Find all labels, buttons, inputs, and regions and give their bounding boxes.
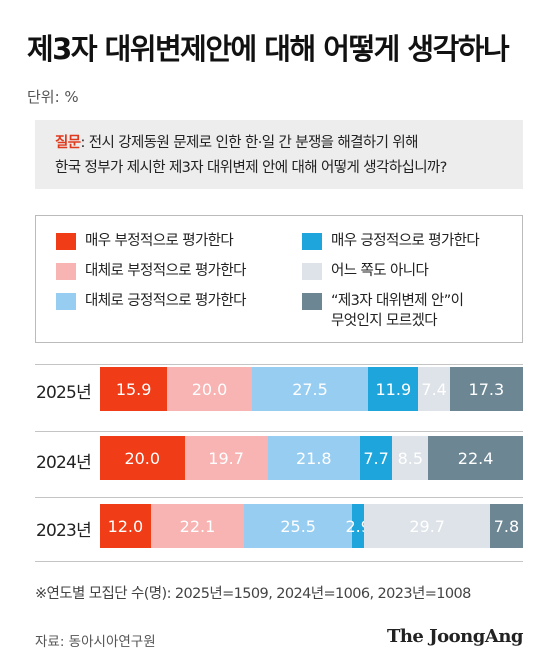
bar-value-label: 27.5: [292, 379, 328, 399]
bar-segment-dont-know: 17.3: [449, 367, 523, 411]
legend: 매우 부정적으로 평가한다 매우 긍정적으로 평가한다 대체로 부정적으로 평가…: [35, 215, 523, 343]
bar-value-label: 29.7: [409, 516, 445, 536]
legend-item-neither: 어느 쪽도 아니다: [302, 263, 429, 281]
bar-value-label: 8.5: [397, 448, 424, 468]
bar-value-label: 7.8: [493, 516, 520, 536]
chart-title: 제3자 대위변제안에 대해 어떻게 생각하나: [27, 32, 510, 66]
bar-segment-somewhat-negative: 22.1: [150, 504, 245, 548]
bar-segment-very-negative: 20.0: [100, 436, 185, 480]
question-text-1: : 전시 강제동원 문제로 인한 한·일 간 분쟁을 해결하기 위해: [80, 135, 418, 151]
legend-item-somewhat-negative: 대체로 부정적으로 평가한다: [56, 263, 247, 281]
year-label-2025: 2025년: [36, 383, 92, 403]
bar-segment-dont-know: 22.4: [428, 436, 523, 480]
bar-row-2023: 12.0 22.1 25.5 2.9 29.7 7.8: [100, 504, 523, 548]
bar-segment-very-positive: 11.9: [368, 367, 419, 411]
bar-value-label: 11.9: [375, 379, 412, 399]
bar-value-label: 19.7: [208, 448, 244, 468]
bar-value-label: 7.4: [421, 379, 447, 399]
legend-item-very-negative: 매우 부정적으로 평가한다: [56, 233, 234, 251]
bar-value-label: 22.1: [179, 516, 216, 536]
legend-label: 대체로 긍정적으로 평가한다: [85, 293, 247, 309]
bar-segment-somewhat-positive: 27.5: [251, 367, 369, 411]
legend-swatch: [56, 233, 76, 250]
legend-label: 매우 긍정적으로 평가한다: [331, 233, 480, 249]
chart-divider: [35, 497, 523, 498]
bar-value-label: 20.0: [191, 379, 228, 399]
bar-row-2025: 15.9 20.0 27.5 11.9 7.4 17.3: [100, 367, 523, 411]
bar-segment-neither: 8.5: [392, 436, 429, 480]
bar-value-label: 7.7: [363, 448, 389, 468]
joongang-logo: The JoongAng: [386, 626, 524, 647]
bar-segment-somewhat-positive: 21.8: [267, 436, 360, 480]
unit-label: 단위: %: [27, 88, 79, 106]
sample-size-note: ※연도별 모집단 수(명): 2025년=1509, 2024년=1006, 2…: [35, 586, 471, 602]
legend-item-dont-know: “제3자 대위변제 안”이 무엇인지 모르겠다: [302, 293, 464, 331]
legend-label: 매우 부정적으로 평가한다: [85, 233, 234, 249]
bar-segment-neither: 7.4: [418, 367, 450, 411]
bar-segment-neither: 29.7: [364, 504, 490, 548]
bar-segment-somewhat-positive: 25.5: [244, 504, 353, 548]
question-line-1: 질문: 전시 강제동원 문제로 인한 한·일 간 분쟁을 해결하기 위해: [55, 131, 523, 156]
legend-label: 어느 쪽도 아니다: [331, 263, 429, 279]
legend-item-somewhat-positive: 대체로 긍정적으로 평가한다: [56, 293, 247, 311]
legend-swatch: [56, 263, 76, 280]
legend-label: 대체로 부정적으로 평가한다: [85, 263, 247, 279]
legend-label: “제3자 대위변제 안”이 무엇인지 모르겠다: [331, 293, 464, 329]
question-label: 질문: [55, 135, 81, 151]
bar-segment-dont-know: 7.8: [489, 504, 523, 548]
legend-swatch: [302, 233, 322, 250]
question-box: 질문: 전시 강제동원 문제로 인한 한·일 간 분쟁을 해결하기 위해 한국 …: [35, 120, 523, 189]
chart-divider: [35, 364, 523, 365]
bar-row-2024: 20.0 19.7 21.8 7.7 8.5 22.4: [100, 436, 523, 480]
bar-segment-very-positive: 7.7: [359, 436, 393, 480]
chart-divider: [35, 431, 523, 432]
bar-segment-somewhat-negative: 19.7: [184, 436, 268, 480]
legend-swatch: [302, 263, 322, 280]
bar-value-label: 20.0: [124, 448, 161, 468]
legend-swatch: [56, 293, 76, 310]
bar-value-label: 15.9: [115, 379, 152, 399]
bar-segment-very-negative: 12.0: [100, 504, 151, 548]
bar-value-label: 25.5: [280, 516, 316, 536]
legend-item-very-positive: 매우 긍정적으로 평가한다: [302, 233, 480, 251]
year-label-2023: 2023년: [36, 521, 92, 541]
bar-value-label: 21.8: [295, 448, 332, 468]
chart-divider: [35, 561, 523, 562]
bar-segment-somewhat-negative: 20.0: [167, 367, 252, 411]
legend-swatch: [302, 293, 322, 310]
bar-value-label: 22.4: [457, 448, 494, 468]
source-label: 자료: 동아시아연구원: [35, 634, 156, 650]
question-line-2: 한국 정부가 제시한 제3자 대위변제 안에 대해 어떻게 생각하십니까?: [55, 160, 447, 176]
bar-segment-very-positive: 2.9: [345, 504, 371, 548]
bar-segment-very-negative: 15.9: [100, 367, 168, 411]
year-label-2024: 2024년: [36, 453, 92, 473]
bar-value-label: 12.0: [107, 516, 144, 536]
bar-value-label: 17.3: [468, 379, 505, 399]
